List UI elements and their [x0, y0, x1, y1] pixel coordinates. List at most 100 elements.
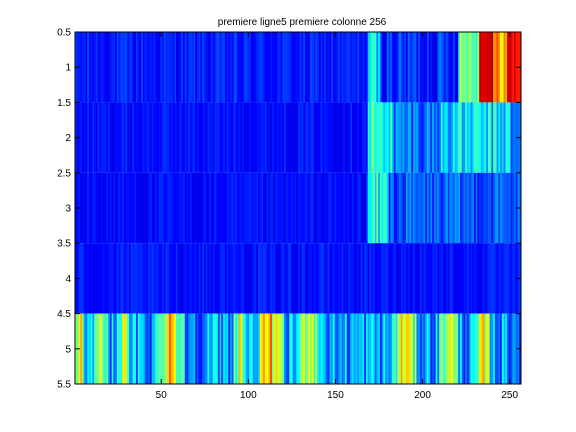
heatmap-cell — [406, 313, 409, 384]
heatmap-cell — [224, 243, 227, 314]
heatmap-cell — [482, 172, 485, 244]
heatmap-cell — [284, 32, 287, 103]
heatmap-cell — [245, 172, 248, 244]
heatmap-cell — [322, 172, 325, 244]
heatmap-cell — [421, 32, 424, 103]
heatmap-cell — [179, 102, 182, 173]
heatmap-cell — [278, 32, 281, 103]
heatmap-cell — [371, 243, 374, 314]
heatmap-cell — [324, 243, 327, 314]
heatmap-cell — [250, 172, 254, 244]
heatmap-cell — [203, 102, 207, 173]
heatmap-cell — [371, 32, 374, 103]
heatmap-cell — [101, 243, 104, 314]
heatmap-cell — [221, 172, 224, 244]
heatmap-cell — [430, 102, 433, 173]
heatmap-cell — [442, 313, 445, 384]
heatmap-cell — [484, 102, 487, 173]
heatmap-cell — [188, 313, 191, 384]
heatmap-cell — [386, 243, 389, 314]
heatmap-cell — [233, 102, 236, 173]
heatmap-cell — [224, 102, 227, 173]
heatmap-cell — [144, 172, 147, 244]
heatmap-cell — [393, 32, 396, 103]
heatmap-cell — [228, 102, 231, 173]
heatmap-cell — [254, 243, 257, 314]
heatmap-cell — [475, 32, 478, 103]
heatmap-cell — [472, 102, 475, 173]
heatmap-cell — [104, 313, 107, 384]
heatmap-cell — [421, 172, 424, 244]
heatmap-cell — [400, 172, 403, 244]
heatmap-cell — [317, 102, 320, 173]
heatmap-cell — [465, 102, 468, 173]
heatmap-cell — [341, 243, 344, 314]
heatmap-cell — [125, 172, 128, 244]
heatmap-cell — [156, 313, 160, 384]
heatmap-cell — [177, 172, 180, 244]
heatmap-cell — [334, 102, 337, 173]
heatmap-cell — [439, 102, 442, 173]
heatmap-cell — [104, 32, 107, 103]
heatmap-cell — [268, 102, 271, 173]
heatmap-cell — [435, 102, 438, 173]
heatmap-cell — [444, 313, 447, 384]
heatmap-cell — [139, 313, 142, 384]
heatmap-cell — [95, 172, 99, 244]
heatmap-cell — [348, 243, 351, 314]
heatmap-cell — [505, 313, 508, 384]
heatmap-cell — [358, 313, 362, 384]
heatmap-cell — [446, 102, 449, 173]
heatmap-cell — [507, 243, 510, 314]
heatmap-cell — [282, 172, 285, 244]
heatmap-cell — [162, 172, 165, 244]
heatmap-cell — [95, 313, 99, 384]
heatmap-cell — [339, 313, 342, 384]
heatmap-cell — [475, 102, 478, 173]
heatmap-cell — [135, 243, 139, 314]
heatmap-cell — [116, 172, 119, 244]
heatmap-cell — [108, 313, 111, 384]
heatmap-cell — [364, 102, 367, 173]
heatmap-cell — [367, 243, 370, 314]
heatmap-cell — [298, 102, 301, 173]
heatmap-cell — [465, 313, 468, 384]
heatmap-cell — [486, 243, 489, 314]
heatmap-cell — [491, 32, 494, 103]
heatmap-cell — [472, 32, 475, 103]
heatmap-cell — [364, 313, 367, 384]
heatmap-cell — [449, 32, 452, 103]
heatmap-cell — [332, 102, 335, 173]
heatmap-cell — [135, 172, 139, 244]
heatmap-cell — [181, 172, 184, 244]
heatmap-cell — [449, 172, 452, 244]
heatmap-cell — [503, 32, 506, 103]
heatmap-cell — [81, 102, 85, 173]
heatmap-cell — [289, 102, 292, 173]
heatmap-cell — [221, 313, 224, 384]
heatmap-cell — [393, 102, 396, 173]
heatmap-cell — [493, 172, 496, 244]
heatmap-cell — [268, 32, 271, 103]
heatmap-cell — [146, 102, 149, 173]
heatmap-cell — [174, 313, 177, 384]
heatmap-cell — [256, 313, 259, 384]
heatmap-cell — [174, 172, 177, 244]
heatmap-cell — [402, 172, 405, 244]
heatmap-cell — [296, 32, 299, 103]
heatmap-cell — [156, 172, 160, 244]
heatmap-cell — [311, 102, 315, 173]
heatmap-cell — [243, 102, 247, 173]
heatmap-cell — [315, 313, 318, 384]
heatmap-cell — [250, 243, 254, 314]
heatmap-cell — [308, 32, 311, 103]
heatmap-cell — [358, 102, 362, 173]
heatmap-cell — [453, 102, 456, 173]
heatmap-cell — [223, 172, 226, 244]
heatmap-cell — [186, 32, 189, 103]
heatmap-cell — [489, 243, 492, 314]
heatmap-cell — [416, 102, 419, 173]
heatmap-cell — [148, 243, 151, 314]
x-tick-label: 150 — [327, 390, 344, 401]
heatmap-cell — [277, 32, 280, 103]
